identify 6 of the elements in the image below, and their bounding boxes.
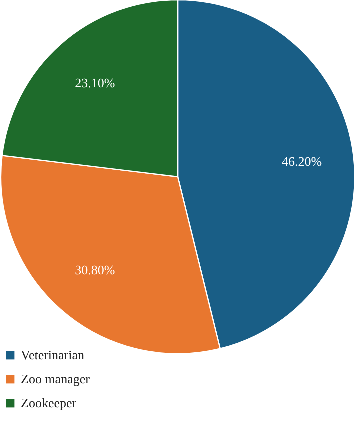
legend-label: Veterinarian [21,348,86,362]
data-label: 30.80% [75,262,116,278]
legend-label: Zoo manager [21,372,91,386]
legend-label: Zookeeper [21,396,78,410]
data-label: 23.10% [75,75,116,90]
data-label: 46.20% [282,154,322,169]
